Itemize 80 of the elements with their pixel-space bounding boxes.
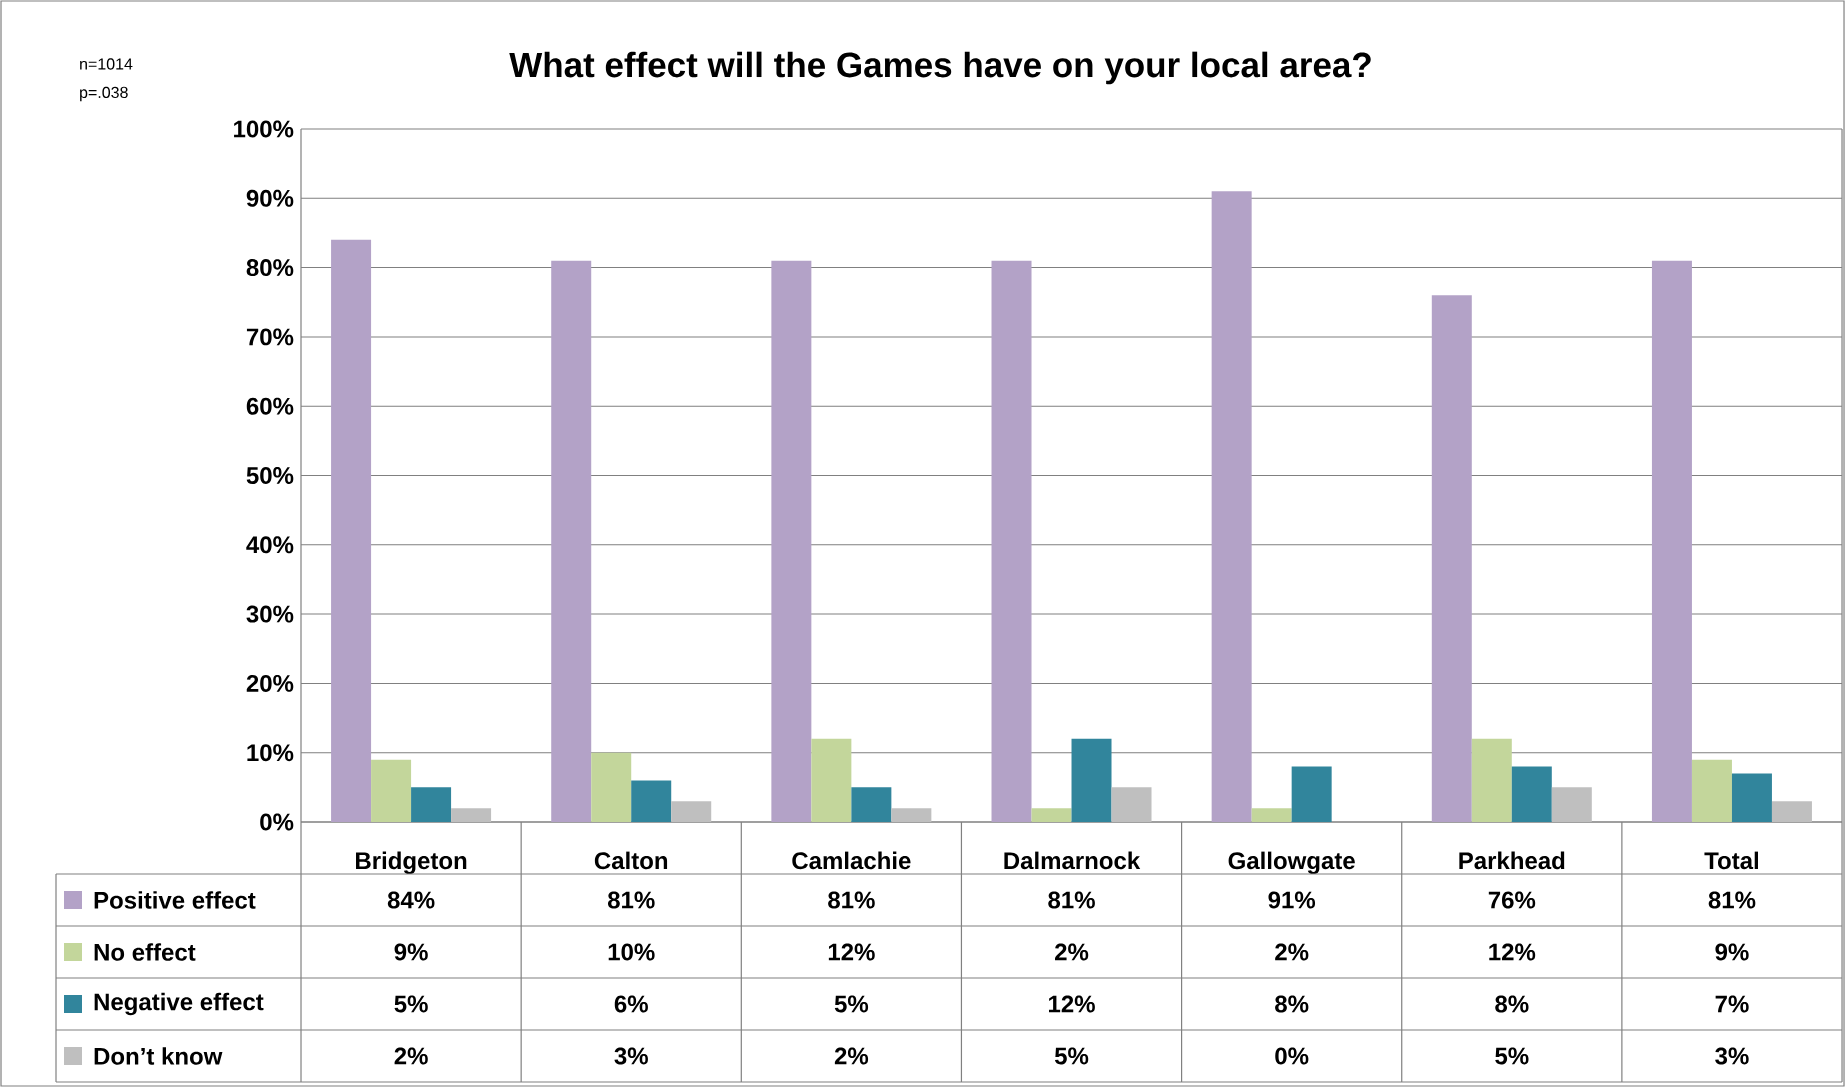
data-label: 2% <box>394 1047 428 1065</box>
y-tick-label: 40% <box>246 536 294 554</box>
y-tick-label: 100% <box>234 120 294 138</box>
y-tick-label: 80% <box>246 259 294 277</box>
data-label: 3% <box>1715 1047 1749 1065</box>
bar <box>1211 191 1252 822</box>
x-tick-label: Parkhead <box>1459 851 1565 870</box>
legend-label: Don’t know <box>94 1047 223 1065</box>
x-tick-label: Camlachie <box>792 851 911 870</box>
text: p=.038 <box>80 86 128 102</box>
text: n=1014 <box>80 58 133 70</box>
bar <box>591 752 632 822</box>
data-label: 2% <box>1055 943 1089 961</box>
bar <box>331 239 372 822</box>
data-label: 5% <box>1054 1047 1089 1065</box>
bar <box>1771 801 1812 822</box>
data-label: 81% <box>1048 891 1095 909</box>
bar <box>1111 787 1152 822</box>
data-label: 9% <box>394 943 428 961</box>
data-label: 81% <box>1708 891 1756 909</box>
y-tick-label: 60% <box>246 397 294 415</box>
data-label: 8% <box>1275 995 1309 1013</box>
bar <box>631 780 672 822</box>
data-label: 10% <box>608 943 655 961</box>
bar <box>1251 808 1292 822</box>
bar <box>1731 773 1772 822</box>
y-tick-label: 20% <box>246 674 294 692</box>
data-label: 5% <box>834 995 869 1013</box>
legend-label: No effect <box>94 943 196 961</box>
bar <box>1651 260 1692 822</box>
data-label: 6% <box>614 995 648 1013</box>
bar <box>851 787 892 822</box>
data-label: 5% <box>394 995 428 1013</box>
legend-label: Positive effect <box>94 891 256 909</box>
bar <box>991 260 1032 822</box>
data-label: 12% <box>828 943 875 961</box>
bar <box>771 260 812 822</box>
x-tick-label: Bridgeton <box>356 851 467 875</box>
data-label: 12% <box>1049 995 1095 1013</box>
data-label: 9% <box>1715 943 1749 961</box>
bar <box>1431 295 1472 822</box>
bar <box>451 808 492 822</box>
data-label: 12% <box>1489 943 1536 961</box>
bar <box>891 808 932 822</box>
data-label: 91% <box>1268 891 1316 909</box>
bar <box>671 801 712 822</box>
y-tick-label: 70% <box>246 328 294 346</box>
bar <box>1691 759 1732 822</box>
data-label: 81% <box>828 891 875 909</box>
bar <box>1031 808 1072 822</box>
x-tick-label: Gallowgate <box>1228 851 1355 875</box>
x-tick-label: Total <box>1704 851 1759 870</box>
bar <box>1551 787 1592 822</box>
y-tick-label: 50% <box>246 467 294 484</box>
chart-title: What effect will the Games have on your local area? <box>509 51 1371 85</box>
y-tick-label: 30% <box>246 605 294 623</box>
data-label: 2% <box>834 1047 869 1065</box>
data-label: 84% <box>387 891 435 909</box>
x-tick-label: Calton <box>594 851 668 870</box>
data-label: 8% <box>1495 995 1529 1013</box>
legend-label: Negative effect <box>94 992 264 1016</box>
bar <box>411 787 452 822</box>
data-label: 76% <box>1488 891 1536 909</box>
data-label: 2% <box>1275 943 1309 961</box>
data-label: 81% <box>607 891 655 909</box>
data-label: 5% <box>1495 1047 1529 1065</box>
y-tick-label: 90% <box>246 189 294 207</box>
y-tick-label: 10% <box>247 744 294 762</box>
bar <box>551 260 592 822</box>
bar <box>371 759 412 822</box>
bar <box>811 738 852 822</box>
data-label: 0% <box>1275 1047 1309 1065</box>
data-label: 7% <box>1715 995 1749 1013</box>
bar <box>1471 738 1512 822</box>
bar <box>1291 766 1332 822</box>
bar <box>1071 738 1112 822</box>
y-tick-label: 0% <box>260 813 294 831</box>
x-tick-label: Dalmarnock <box>1004 851 1141 870</box>
bar <box>1511 766 1552 822</box>
data-label: 3% <box>614 1047 648 1065</box>
